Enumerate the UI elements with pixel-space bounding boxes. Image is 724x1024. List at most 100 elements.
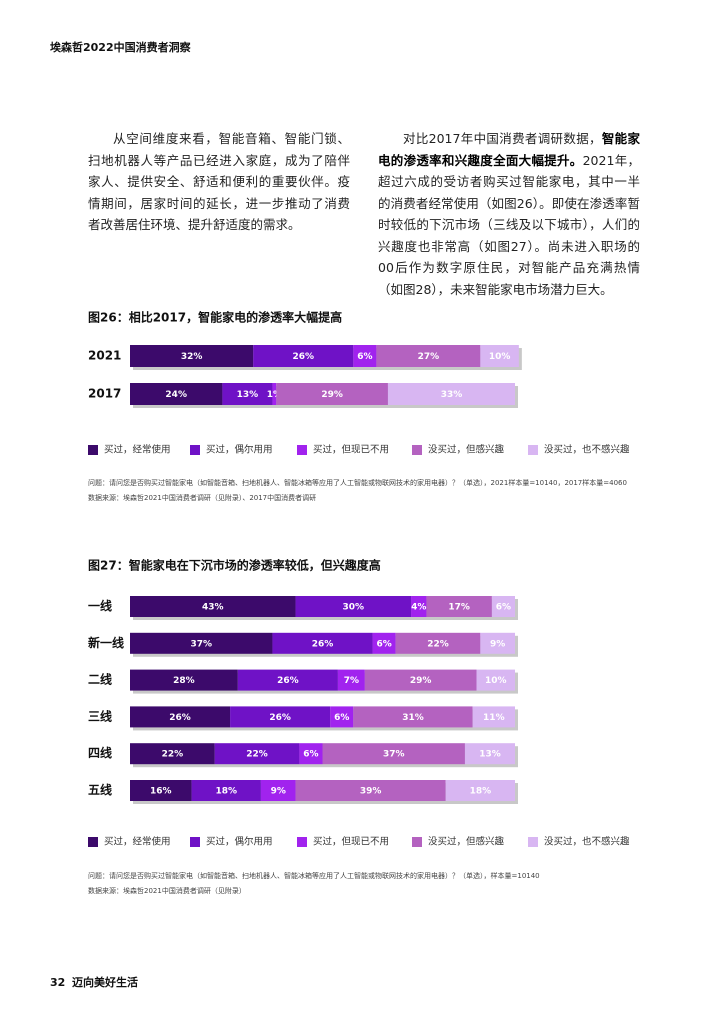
bar-segment: [130, 596, 296, 617]
bar-segment: [272, 383, 277, 405]
value-label: 6%: [376, 639, 391, 649]
bar-segment: [130, 780, 192, 801]
value-label: 9%: [271, 787, 286, 797]
bar-segment: [214, 743, 300, 765]
bar-segment: [260, 780, 296, 801]
legend-swatch: [88, 445, 98, 455]
category-label: 2021: [88, 349, 121, 363]
bar-segment: [480, 632, 515, 654]
right-paragraph: 对比2017年中国消费者调研数据，智能家电的渗透率和兴趣度全面大幅提升。2021…: [378, 128, 640, 300]
legend-label: 没买过，但感兴趣: [428, 836, 505, 848]
category-label: 五线: [88, 782, 112, 797]
legend-swatch: [528, 445, 538, 455]
note: 数据来源：埃森哲2021中国消费者调研（见附录）、2017中国消费者调研: [88, 493, 316, 502]
value-label: 13%: [237, 390, 259, 400]
legend-label: 买过，但现已不用: [313, 836, 389, 848]
value-label: 26%: [277, 676, 299, 686]
note: 数据来源：埃森哲2021中国消费者调研（见附录）: [88, 886, 246, 895]
value-label: 26%: [312, 639, 334, 649]
bar-segment: [426, 596, 492, 617]
category-label: 一线: [88, 598, 112, 613]
value-label: 24%: [165, 390, 187, 400]
text-run: 2021年，超过六成的受访者购买过智能家电，其中一半的消费者经常使用（如图26）…: [378, 152, 640, 297]
bar-segment: [353, 706, 473, 728]
bar-segment: [472, 706, 515, 728]
legend-label: 买过，经常使用: [104, 836, 171, 848]
legend-label: 买过，但现已不用: [313, 444, 389, 456]
chart-title: 图27：智能家电在下沉市场的渗透率较低，但兴趣度高: [88, 558, 381, 573]
bar-segment: [364, 669, 477, 691]
page-number: 32: [50, 976, 65, 989]
value-label: 6%: [357, 352, 372, 362]
value-label: 26%: [269, 713, 291, 723]
category-label: 三线: [88, 708, 112, 723]
value-label: 32%: [181, 352, 203, 362]
bar-segment: [322, 743, 465, 765]
value-label: 6%: [334, 713, 349, 723]
text-run: 从空间维度来看，智能音箱、智能门锁、扫地机器人等产品已经进入家庭，成为了陪伴家人…: [88, 131, 350, 232]
value-label: 10%: [485, 676, 507, 686]
bar-segment: [130, 743, 215, 765]
value-label: 11%: [483, 713, 505, 723]
legend-label: 买过，偶尔用用: [206, 836, 273, 848]
legend-label: 买过，偶尔用用: [206, 444, 273, 456]
value-label: 22%: [427, 639, 449, 649]
legend-swatch: [412, 445, 422, 455]
value-label: 6%: [496, 603, 511, 613]
category-label: 新一线: [88, 635, 124, 650]
value-label: 22%: [246, 750, 268, 760]
bar-segment: [272, 632, 373, 654]
value-label: 30%: [343, 603, 365, 613]
legend-label: 没买过，也不感兴趣: [544, 836, 630, 848]
bar-segment: [130, 706, 231, 728]
bar-segment: [353, 345, 377, 367]
bar-segment: [299, 743, 323, 765]
category-label: 2017: [88, 387, 121, 401]
bar-segment: [445, 780, 515, 801]
bar-segment: [411, 596, 427, 617]
value-label: 18%: [215, 787, 237, 797]
left-paragraph: 从空间维度来看，智能音箱、智能门锁、扫地机器人等产品已经进入家庭，成为了陪伴家人…: [88, 128, 350, 236]
bar-segment: [130, 383, 223, 405]
bar-segment: [372, 632, 396, 654]
value-label: 6%: [303, 750, 318, 760]
value-label: 9%: [490, 639, 505, 649]
text-run: 智能家电的渗透率和兴趣度全面大幅提升。: [378, 131, 640, 168]
legend-swatch: [190, 445, 200, 455]
value-label: 22%: [162, 750, 184, 760]
value-label: 17%: [448, 603, 470, 613]
value-label: 39%: [360, 787, 382, 797]
value-label: 16%: [150, 787, 172, 797]
bar-segment: [222, 383, 273, 405]
value-label: 29%: [410, 676, 432, 686]
legend-swatch: [528, 837, 538, 847]
note: 问题：请问您是否购买过智能家电（如智能音箱、扫地机器人、智能冰箱等应用了人工智能…: [88, 478, 627, 487]
legend-swatch: [190, 837, 200, 847]
legend-label: 没买过，但感兴趣: [428, 444, 505, 456]
bar-segment: [130, 345, 254, 367]
value-label: 33%: [441, 390, 463, 400]
bar-segment: [295, 596, 412, 617]
value-label: 27%: [418, 352, 440, 362]
bar-segment: [376, 345, 481, 367]
value-label: 28%: [173, 676, 195, 686]
bar-segment: [476, 669, 515, 691]
legend-label: 买过，经常使用: [104, 444, 171, 456]
bar-segment: [330, 706, 354, 728]
value-label: 29%: [321, 390, 343, 400]
bar-segment: [130, 669, 238, 691]
bar-segment: [237, 669, 338, 691]
bar-segment: [395, 632, 481, 654]
bar-segment: [276, 383, 388, 405]
note: 问题：请问您是否购买过智能家电（如智能音箱、扫地机器人、智能冰箱等应用了人工智能…: [88, 871, 540, 880]
bar-segment: [130, 632, 273, 654]
section-title: 迈向美好生活: [72, 975, 138, 989]
value-label: 4%: [411, 603, 426, 613]
header-title: 埃森哲2022中国消费者洞察: [50, 40, 192, 54]
text-run: 对比2017年中国消费者调研数据，: [403, 131, 602, 146]
value-label: 43%: [202, 603, 224, 613]
bar-segment: [491, 596, 515, 617]
value-label: 13%: [479, 750, 501, 760]
